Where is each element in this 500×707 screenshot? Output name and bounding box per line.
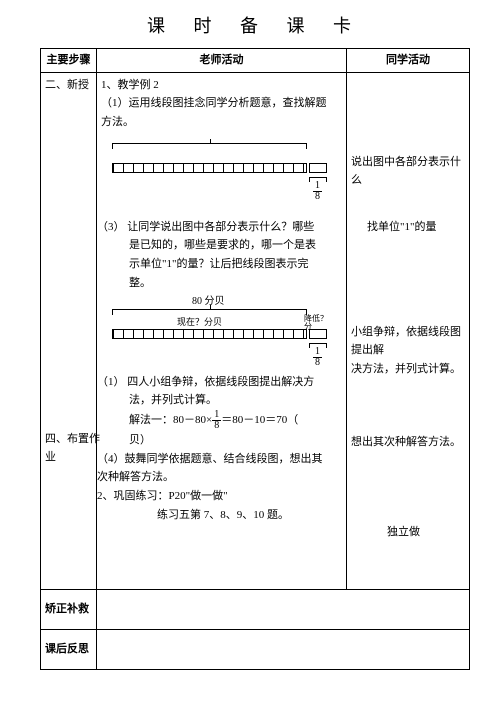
page: 课 时 备 课 卡 主要步骤 老师活动 同学活动 二、新授 四、布置作 业 1、… — [0, 0, 500, 707]
page-title: 课 时 备 课 卡 — [40, 12, 470, 38]
diagram-2: 80 分贝 现在？分贝 降低？分 18 — [107, 293, 332, 363]
student-cell: 说出图中各部分表示什么 找单位"1"的量 小组争辩，依据线段图提出解 决方法，并… — [347, 72, 470, 589]
st-3b: 决方法，并列式计算。 — [351, 360, 465, 379]
frac-1: 18 — [313, 181, 322, 202]
step-cell: 二、新授 四、布置作 业 — [41, 72, 97, 589]
st-5: 独立做 — [387, 523, 420, 542]
correction-content — [97, 589, 470, 629]
t-q3a: （3） 让同学说出图中各部分表示什么？哪些 — [97, 218, 344, 237]
st-3a: 小组争辩，依据线段图提出解 — [351, 323, 465, 360]
reflection-row: 课后反思 — [41, 629, 470, 669]
t-p4b: 次种解答方法。 — [97, 468, 344, 487]
header-row: 主要步骤 老师活动 同学活动 — [41, 49, 470, 73]
header-step: 主要步骤 — [41, 49, 97, 73]
t-q3d: 整。 — [97, 274, 344, 293]
t-soln: 解法一：80－80×18＝80－10＝70（ — [97, 410, 344, 431]
t-p1a: （1） 四人小组争辩，依据线段图提出解决方 — [97, 373, 344, 392]
low-label: 降低？分 — [304, 315, 332, 331]
diagram-1: 18 — [107, 135, 332, 190]
header-student: 同学活动 — [347, 49, 470, 73]
t-hw2: 练习五第 7、8、9、10 题。 — [97, 506, 344, 525]
step-4a: 四、布置作 — [45, 430, 100, 449]
correction-label: 矫正补救 — [41, 589, 97, 629]
mid-label: 现在？分贝 — [177, 315, 222, 330]
t-q3b: 是已知的，哪些是要求的，哪一个是表 — [97, 236, 344, 255]
lesson-table: 主要步骤 老师活动 同学活动 二、新授 四、布置作 业 1、教学例 2 （1）运… — [40, 48, 470, 670]
t-hw1: 2、巩固练习：P20"做一做" — [97, 487, 344, 506]
st-2: 找单位"1"的量 — [367, 218, 436, 237]
db-label: 80 分贝 — [192, 293, 225, 310]
t-soln-end: 贝） — [97, 431, 344, 450]
teacher-cell: 1、教学例 2 （1）运用线段图挂念同学分析题意，查找解题 方法。 18 — [97, 72, 347, 589]
reflection-content — [97, 629, 470, 669]
t-l1: 1、教学例 2 — [101, 76, 342, 95]
header-teacher: 老师活动 — [97, 49, 347, 73]
step-2: 二、新授 — [45, 76, 92, 95]
t-l3: 方法。 — [101, 113, 342, 132]
frac-2: 18 — [313, 347, 322, 368]
correction-row: 矫正补救 — [41, 589, 470, 629]
reflection-label: 课后反思 — [41, 629, 97, 669]
content-row: 二、新授 四、布置作 业 1、教学例 2 （1）运用线段图挂念同学分析题意，查找… — [41, 72, 470, 589]
t-q3c: 示单位"1"的量？让后把线段图表示完 — [97, 255, 344, 274]
t-p4a: （4）鼓舞同学依据题意、结合线段图，想出其 — [97, 450, 344, 469]
t-p1b: 法，并列式计算。 — [97, 391, 344, 410]
st-4: 想出其次种解答方法。 — [351, 433, 461, 452]
t-l2: （1）运用线段图挂念同学分析题意，查找解题 — [101, 94, 342, 113]
st-1: 说出图中各部分表示什么 — [351, 153, 469, 190]
step-4b: 业 — [45, 448, 56, 467]
